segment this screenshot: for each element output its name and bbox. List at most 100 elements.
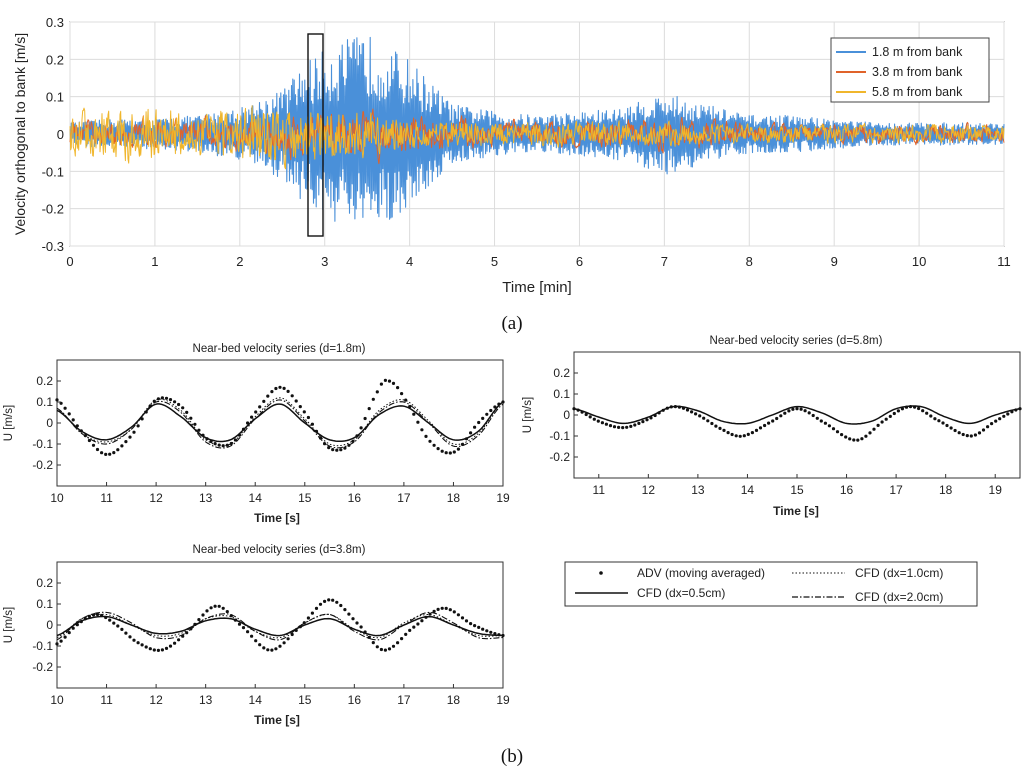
adv-dot [485, 629, 489, 633]
adv-dot [197, 428, 201, 432]
adv-dot [892, 411, 896, 416]
adv-dot [584, 412, 588, 417]
adv-dot [132, 430, 136, 434]
adv-dot [55, 642, 59, 646]
adv-dot [152, 648, 156, 652]
adv-dot [477, 420, 481, 425]
panel-d18: Near-bed velocity series (d=1.8m) 0.2 0.1… [3, 343, 510, 525]
adv-dot [852, 438, 856, 442]
adv-dot [379, 647, 383, 652]
adv-dot [444, 451, 448, 455]
y-tick-label: -0.2 [549, 450, 570, 464]
adv-dot [965, 434, 969, 438]
panel-d38-title: Near-bed velocity series (d=3.8m) [193, 544, 366, 556]
adv-dot [282, 641, 286, 645]
y-tick-label: 0 [46, 416, 53, 430]
adv-dot [189, 416, 193, 420]
adv-dot [375, 390, 379, 394]
adv-dot [440, 606, 444, 610]
adv-dot [250, 415, 254, 419]
adv-dot [55, 398, 59, 402]
adv-dot [217, 443, 221, 447]
adv-dot [815, 416, 819, 420]
adv-dot [831, 427, 836, 431]
adv-dot [237, 622, 242, 626]
adv-dot [456, 447, 460, 451]
adv-dot [335, 448, 339, 452]
adv-dot [981, 428, 986, 432]
adv-dot [876, 423, 880, 427]
adv-dot [779, 414, 783, 418]
adv-dot [436, 447, 440, 451]
cfd-20-line [56, 611, 503, 641]
adv-dot [481, 416, 485, 420]
panel-d58-series [572, 405, 1022, 442]
adv-dot [973, 433, 978, 437]
adv-dot [379, 382, 383, 386]
adv-dot [262, 399, 266, 403]
x-tick-label: 17 [397, 693, 411, 707]
adv-dot [823, 421, 828, 425]
adv-dot [274, 386, 278, 391]
adv-dot [396, 641, 400, 645]
adv-dot [278, 385, 282, 389]
adv-dot [286, 637, 290, 641]
adv-dot [738, 434, 742, 438]
adv-dot [436, 607, 440, 612]
adv-dot [400, 637, 404, 641]
x-tick-label: 15 [790, 483, 804, 497]
adv-dot [270, 390, 274, 394]
adv-dot [359, 625, 363, 629]
legend-b-cfd20-label: CFD (dx=2.0cm) [855, 590, 943, 604]
top-series [69, 36, 1005, 222]
panel-d38-plot-area [56, 561, 504, 689]
adv-dot [164, 396, 169, 400]
adv-dot [347, 612, 351, 616]
adv-dot [596, 419, 600, 423]
adv-dot [896, 409, 901, 413]
adv-dot [314, 606, 319, 611]
adv-dot [241, 626, 246, 630]
adv-dot [621, 426, 625, 430]
adv-dot [391, 381, 396, 385]
adv-dot [710, 421, 714, 426]
adv-dot [448, 608, 452, 612]
adv-dot [726, 431, 730, 435]
top-y-tick-label: -0.1 [42, 164, 64, 179]
adv-dot [408, 628, 412, 633]
adv-dot [641, 420, 645, 424]
adv-dot [266, 394, 270, 398]
legend-b: ADV (moving averaged) CFD (dx=0.5cm) CFD… [564, 561, 978, 607]
adv-dot [860, 437, 864, 441]
adv-dot [444, 606, 448, 611]
panel-d18-y-label: U [m/s] [3, 405, 15, 441]
y-tick-label: 0.1 [36, 597, 53, 611]
adv-dot [416, 622, 420, 626]
x-tick-label: 12 [149, 491, 163, 505]
adv-dot [888, 414, 892, 418]
y-tick-label: 0.2 [36, 374, 53, 388]
adv-dot [464, 619, 469, 623]
adv-dot [986, 425, 990, 429]
legend-label-blue: 1.8 m from bank [872, 45, 963, 59]
adv-dot [489, 630, 493, 634]
adv-dot [302, 410, 306, 414]
top-x-tick-label: 11 [997, 254, 1011, 269]
adv-dot [177, 402, 181, 407]
panel-d38: Near-bed velocity series (d=3.8m) 0.2 0.1… [3, 544, 510, 727]
adv-dot [213, 604, 217, 608]
y-tick-label: -0.1 [32, 639, 53, 653]
adv-dot [400, 392, 404, 396]
adv-dot [961, 432, 965, 437]
x-tick-label: 12 [642, 483, 656, 497]
adv-dot [787, 409, 791, 413]
adv-dot [396, 386, 400, 390]
adv-dot [440, 449, 444, 453]
panel-d58-y-ticks: 0.2 0.1 0 -0.1 -0.2 [549, 366, 578, 464]
adv-dot [193, 422, 197, 426]
adv-dot [173, 400, 177, 404]
adv-dot [811, 413, 815, 418]
top-x-tick-label: 8 [746, 254, 753, 269]
top-x-tick-label: 7 [661, 254, 668, 269]
